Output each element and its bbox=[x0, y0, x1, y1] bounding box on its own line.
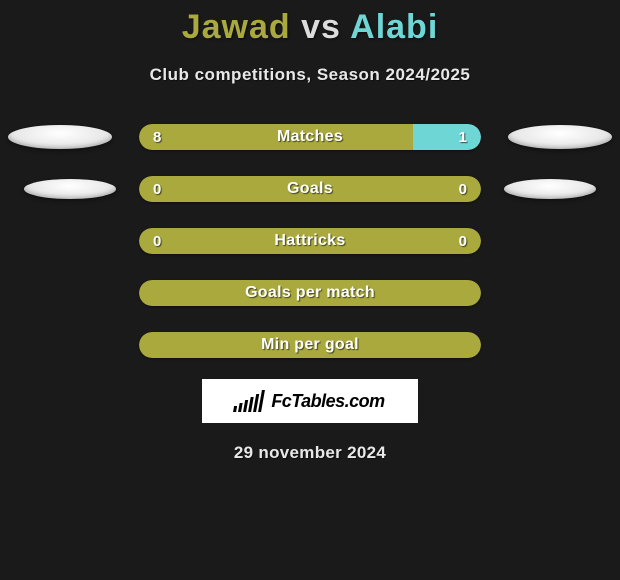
stat-value-left: 0 bbox=[153, 233, 161, 250]
logo-bars-icon bbox=[233, 390, 265, 412]
stat-value-right: 1 bbox=[459, 129, 467, 146]
date: 29 november 2024 bbox=[234, 443, 386, 463]
title: Jawad vs Alabi bbox=[182, 8, 439, 47]
stat-row-hattricks: 0 Hattricks 0 bbox=[0, 227, 620, 255]
stat-row-goals: 0 Goals 0 bbox=[0, 175, 620, 203]
stat-label: Min per goal bbox=[261, 336, 359, 354]
subtitle: Club competitions, Season 2024/2025 bbox=[150, 65, 471, 85]
stat-bar: 0 Goals 0 bbox=[139, 176, 481, 202]
infographic-container: Jawad vs Alabi Club competitions, Season… bbox=[0, 0, 620, 463]
stat-label: Goals per match bbox=[245, 284, 375, 302]
stat-row-goals-per-match: Goals per match bbox=[0, 279, 620, 307]
stat-bar: 8 Matches 1 bbox=[139, 124, 481, 150]
bar-fill-left bbox=[139, 124, 413, 150]
title-player1: Jawad bbox=[182, 8, 291, 46]
stat-label: Matches bbox=[277, 128, 343, 146]
stat-bar: Goals per match bbox=[139, 280, 481, 306]
bar-fill-right bbox=[413, 124, 481, 150]
stat-value-right: 0 bbox=[459, 233, 467, 250]
stat-row-matches: 8 Matches 1 bbox=[0, 123, 620, 151]
logo-text: FcTables.com bbox=[271, 391, 384, 412]
ellipse-right bbox=[504, 179, 596, 199]
title-player2: Alabi bbox=[350, 8, 438, 46]
stat-label: Hattricks bbox=[274, 232, 345, 250]
title-vs: vs bbox=[301, 8, 341, 46]
stat-rows: 8 Matches 1 0 Goals 0 0 Hattricks 0 bbox=[0, 123, 620, 359]
ellipse-left bbox=[8, 125, 112, 149]
stat-value-left: 0 bbox=[153, 181, 161, 198]
stat-row-min-per-goal: Min per goal bbox=[0, 331, 620, 359]
ellipse-left bbox=[24, 179, 116, 199]
stat-value-right: 0 bbox=[459, 181, 467, 198]
stat-bar: 0 Hattricks 0 bbox=[139, 228, 481, 254]
stat-value-left: 8 bbox=[153, 129, 161, 146]
ellipse-right bbox=[508, 125, 612, 149]
logo: FcTables.com bbox=[202, 379, 418, 423]
stat-bar: Min per goal bbox=[139, 332, 481, 358]
stat-label: Goals bbox=[287, 180, 333, 198]
